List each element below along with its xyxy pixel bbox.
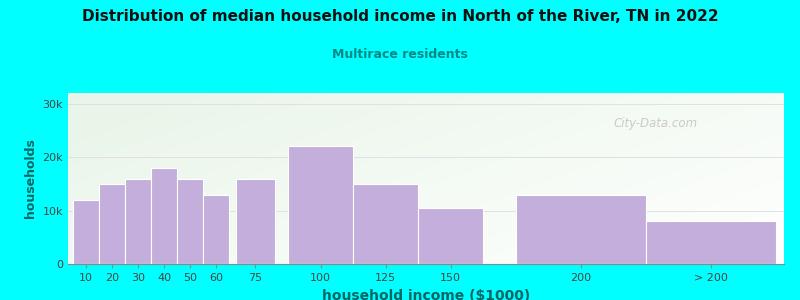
Y-axis label: households: households (24, 139, 37, 218)
Bar (203, 194, 230, 264)
Bar (178, 178, 203, 264)
Bar (353, 184, 418, 264)
Text: Distribution of median household income in North of the River, TN in 2022: Distribution of median household income … (82, 9, 718, 24)
Bar (288, 146, 353, 264)
Bar (74, 200, 99, 264)
Bar (516, 194, 646, 264)
Bar (126, 178, 151, 264)
Bar (236, 178, 275, 264)
Bar (151, 168, 178, 264)
Text: Multirace residents: Multirace residents (332, 48, 468, 61)
Text: City-Data.com: City-Data.com (613, 117, 697, 130)
Bar (99, 184, 126, 264)
Bar (646, 221, 776, 264)
X-axis label: household income ($1000): household income ($1000) (322, 289, 530, 300)
Bar (418, 208, 483, 264)
